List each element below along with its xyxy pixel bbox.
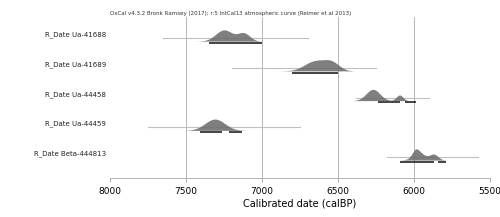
- X-axis label: Calibrated date (calBP): Calibrated date (calBP): [244, 199, 356, 209]
- Text: R_Date Ua-44458: R_Date Ua-44458: [46, 91, 106, 98]
- Text: R_Date Ua-41688: R_Date Ua-41688: [45, 31, 106, 38]
- Text: OxCal v4.3.2 Bronk Ramsey (2017); r:5 IntCal13 atmospheric curve (Reimer et al 2: OxCal v4.3.2 Bronk Ramsey (2017); r:5 In…: [110, 11, 351, 16]
- Text: R_Date Beta-444813: R_Date Beta-444813: [34, 150, 106, 157]
- Text: R_Date Ua-41689: R_Date Ua-41689: [45, 61, 106, 68]
- Text: R_Date Ua-44459: R_Date Ua-44459: [46, 121, 106, 127]
